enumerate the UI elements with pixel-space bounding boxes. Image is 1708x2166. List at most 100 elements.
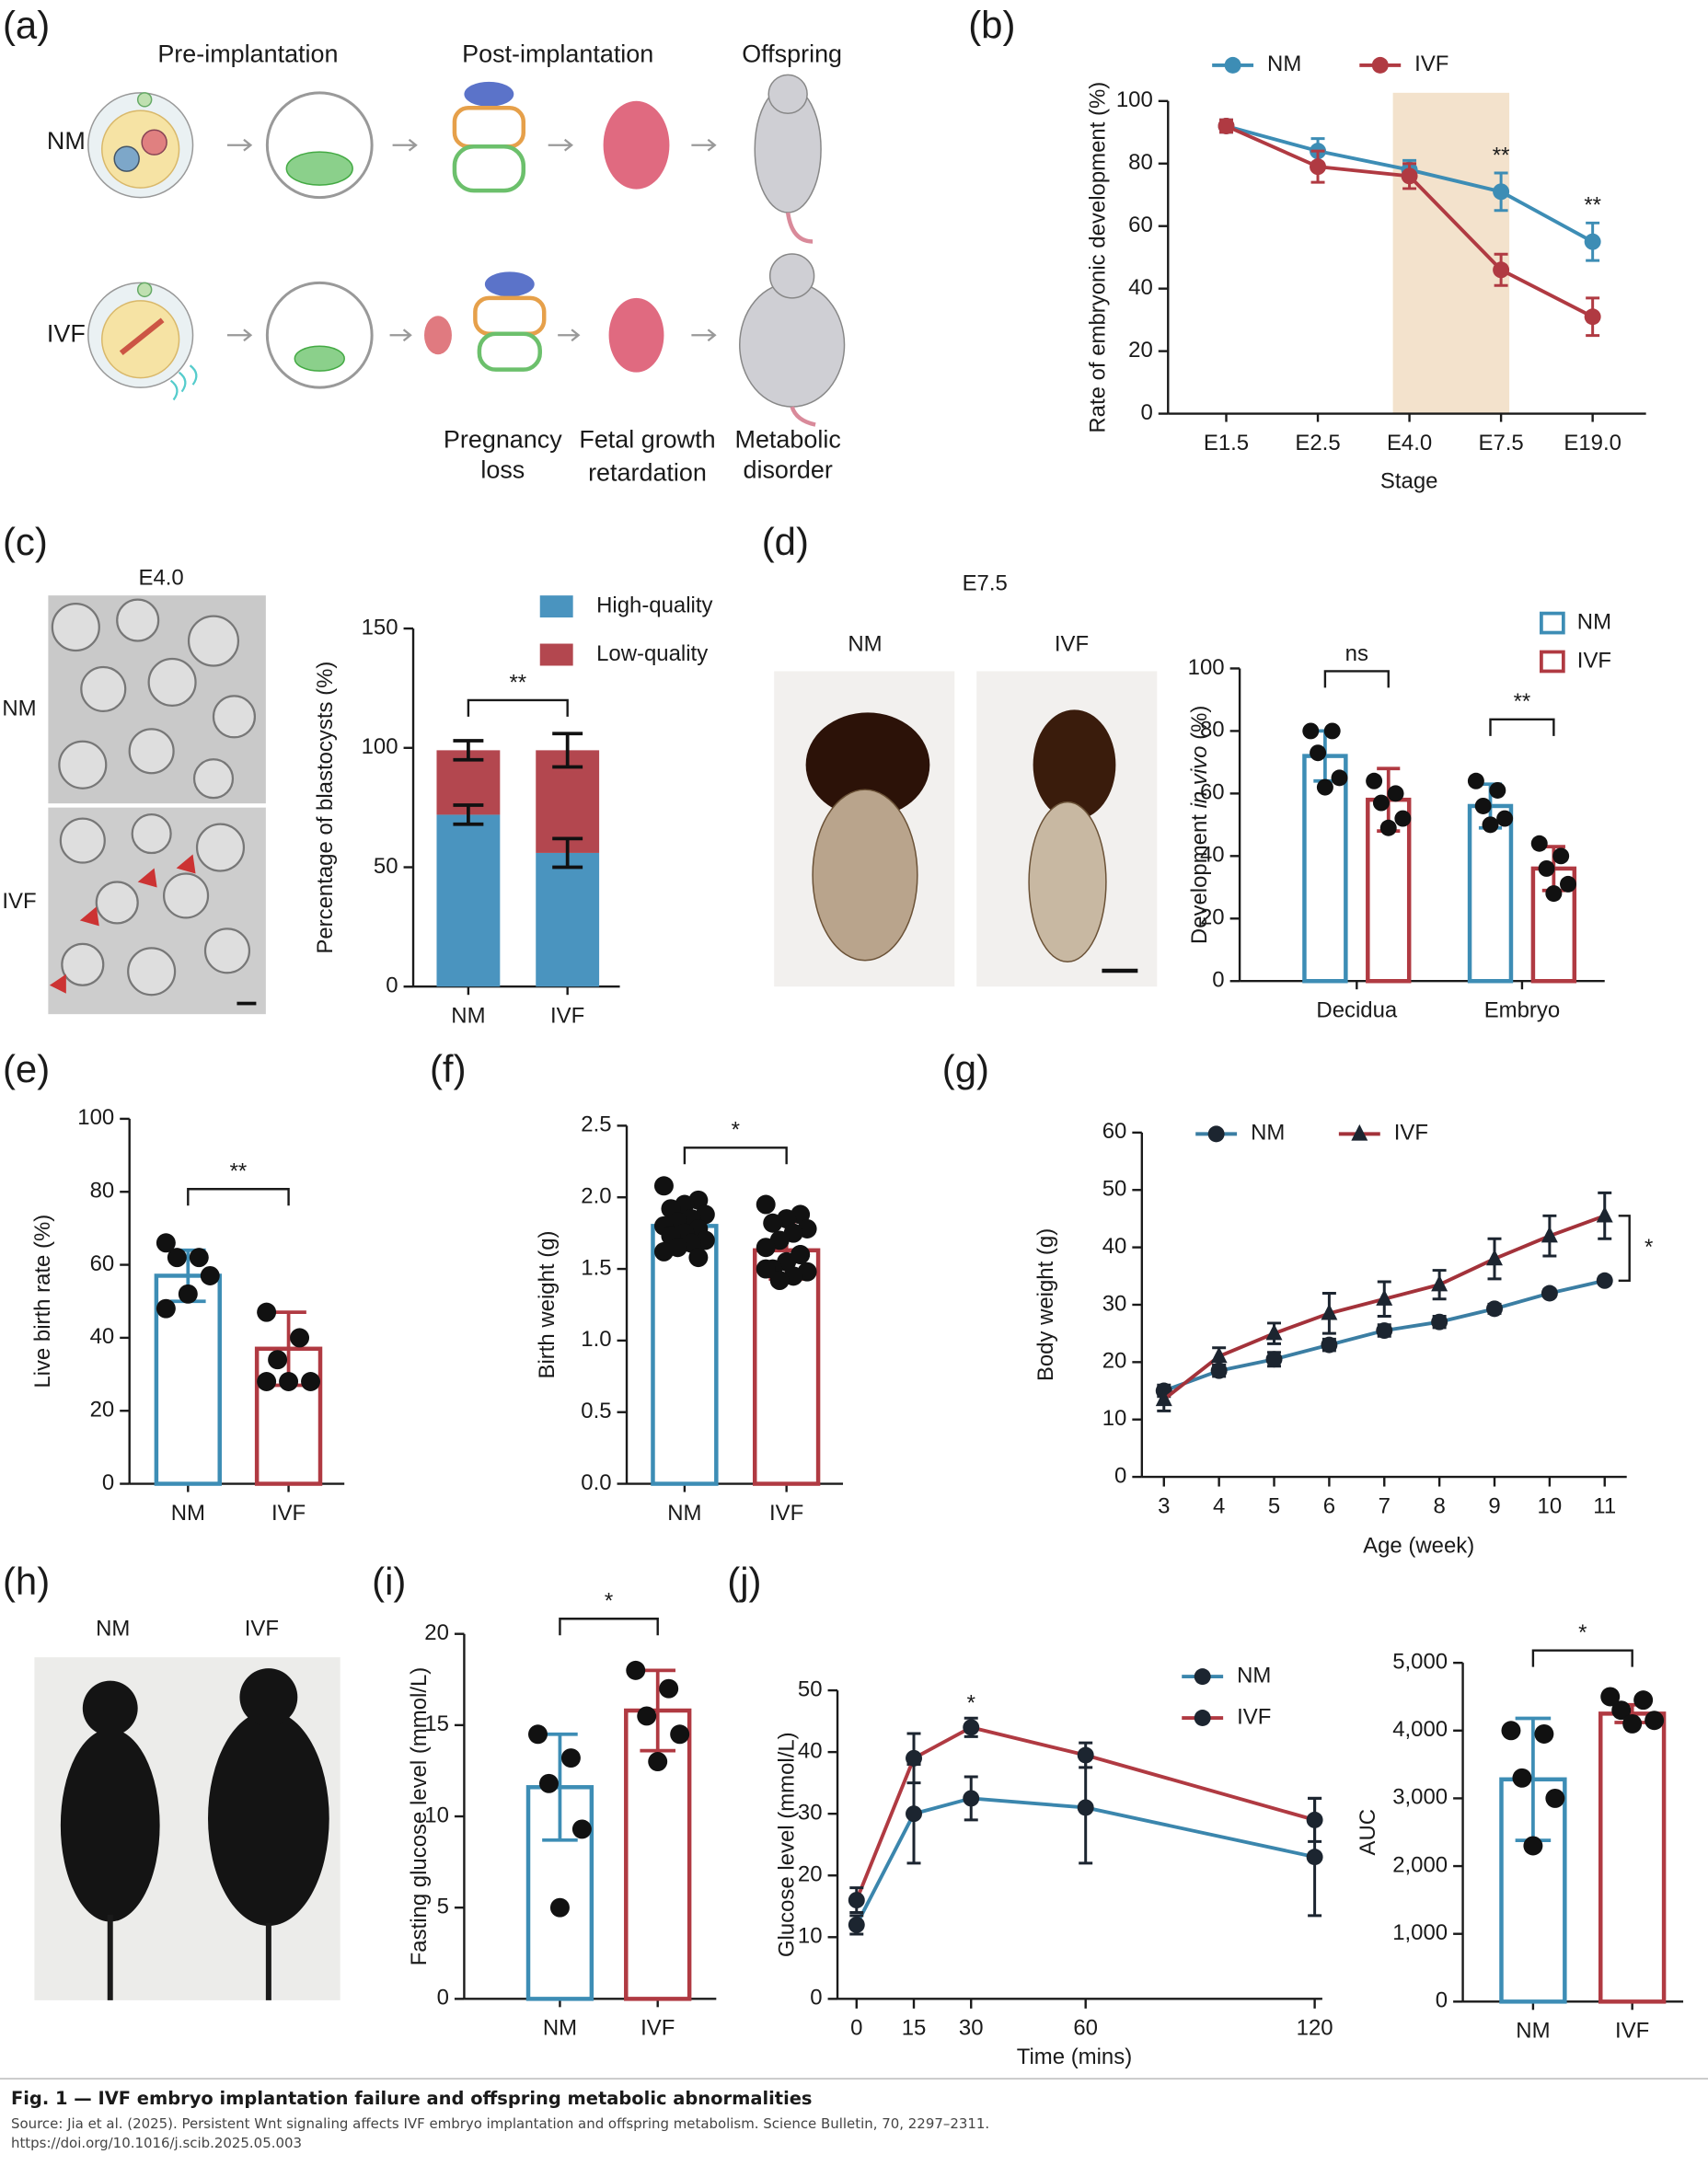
marker xyxy=(1376,1289,1393,1306)
data-point xyxy=(1310,744,1327,762)
y-tick-label: 10 xyxy=(1102,1406,1127,1431)
y-tick-label: 80 xyxy=(90,1179,115,1204)
outcome-label: Fetal growth xyxy=(579,426,715,454)
data-point xyxy=(756,1194,776,1215)
panel-label: (g) xyxy=(942,1047,989,1090)
legend-label: High-quality xyxy=(596,593,712,617)
y-tick-label: 0 xyxy=(1212,968,1224,993)
y-tick-label: 5 xyxy=(437,1895,449,1919)
y-tick-label: 40 xyxy=(1200,843,1225,868)
significance-label: ** xyxy=(509,670,526,695)
y-tick-label: 3,000 xyxy=(1392,1785,1448,1810)
data-point xyxy=(1496,810,1514,827)
data-point xyxy=(1633,1690,1654,1711)
y-tick-label: 5,000 xyxy=(1392,1649,1448,1674)
x-tick-label: E2.5 xyxy=(1295,431,1340,455)
blastocyst xyxy=(265,281,374,389)
data-point xyxy=(1538,859,1555,877)
data-point xyxy=(1512,1768,1532,1788)
data-point xyxy=(1366,772,1383,789)
panel-labels: (a) (b) (c) (d) (e) (f) (g) (h) (i) (j) xyxy=(3,4,1015,1603)
x-tick-label: 5 xyxy=(1268,1493,1280,1518)
y-tick-label: 100 xyxy=(1116,87,1153,112)
y-axis-label: Development in vivo (%) xyxy=(1188,706,1213,944)
data-point xyxy=(763,1213,783,1233)
marker xyxy=(1596,1205,1613,1223)
y-tick-label: 60 xyxy=(1102,1119,1127,1144)
y-axis-label: Birth weight (g) xyxy=(535,1230,560,1378)
significance-label: ** xyxy=(1514,689,1531,714)
data-point xyxy=(626,1660,646,1680)
x-tick-label: 10 xyxy=(1538,1493,1563,1518)
y-tick-label: 0 xyxy=(1436,1988,1448,2013)
data-point xyxy=(1302,722,1320,740)
data-point xyxy=(1474,797,1492,814)
x-tick-label: IVF xyxy=(640,2016,675,2041)
data-point xyxy=(637,1706,657,1726)
decidua-tissue xyxy=(805,712,930,818)
marker xyxy=(1207,1125,1225,1143)
polar-body xyxy=(136,92,153,108)
x-tick-label: NM xyxy=(1516,2019,1550,2044)
data-point xyxy=(200,1265,220,1285)
shaded-stage xyxy=(1392,92,1510,414)
data-point xyxy=(769,1271,790,1290)
annotation: ** xyxy=(1493,143,1510,167)
stage-label: Pre-implantation xyxy=(157,40,338,68)
error-bar xyxy=(453,803,484,826)
photo-column-label: NM xyxy=(96,1617,130,1642)
photo-row-label: NM xyxy=(2,697,36,721)
x-tick-label: 15 xyxy=(902,2016,927,2041)
x-tick-label: 8 xyxy=(1433,1493,1445,1518)
x-tick-label: NM xyxy=(171,1501,205,1526)
y-tick-label: 0 xyxy=(1140,400,1152,425)
data-point xyxy=(560,1748,581,1769)
embryo xyxy=(812,789,918,962)
y-tick-label: 2.5 xyxy=(581,1112,611,1137)
data-point xyxy=(301,1372,320,1391)
x-tick-label: IVF xyxy=(271,1501,306,1526)
data-point xyxy=(156,1233,176,1253)
scale-bar xyxy=(237,1001,257,1006)
cytoplasm xyxy=(101,109,180,189)
legend-label: NM xyxy=(1251,1121,1285,1146)
outcome-label: Pregnancy xyxy=(444,426,562,454)
legend-label: IVF xyxy=(1577,648,1611,673)
data-point xyxy=(1534,1723,1554,1744)
y-tick-label: 40 xyxy=(798,1738,823,1763)
mouse-tail xyxy=(790,406,816,427)
photo-row-label: IVF xyxy=(2,889,36,914)
marker xyxy=(1376,1322,1393,1340)
marker xyxy=(1486,1300,1503,1318)
x-axis-label: Age (week) xyxy=(1363,1534,1474,1559)
legend-label: NM xyxy=(1267,52,1301,76)
legend-label: IVF xyxy=(1237,1704,1271,1729)
annotation: * xyxy=(967,1691,975,1716)
x-tick-label: 4 xyxy=(1213,1493,1225,1518)
caption-source: Source: Jia et al. (2025). Persistent Wn… xyxy=(11,2115,989,2132)
mouse xyxy=(208,1711,329,1927)
y-tick-label: 60 xyxy=(1128,213,1153,237)
x-tick-label: 3 xyxy=(1158,1493,1170,1518)
data-point xyxy=(257,1302,277,1322)
significance-label: * xyxy=(605,1589,613,1614)
y-tick-label: 50 xyxy=(1102,1177,1127,1202)
marker xyxy=(1541,1285,1558,1302)
photo-column-label: IVF xyxy=(245,1617,279,1642)
legend-label: Low-quality xyxy=(596,641,708,666)
x-axis-label: Time (mins) xyxy=(1017,2045,1132,2069)
marker xyxy=(1596,1272,1613,1289)
mouse-tail xyxy=(785,212,814,244)
egg-cylinder xyxy=(477,331,542,372)
embryo xyxy=(603,100,670,190)
data-point xyxy=(1552,847,1570,865)
bar-segment xyxy=(536,852,600,987)
data-point xyxy=(791,1245,811,1264)
marker xyxy=(1486,1249,1503,1266)
panel-label: (b) xyxy=(968,4,1015,47)
y-tick-label: 20 xyxy=(1128,338,1153,363)
y-tick-label: 80 xyxy=(1200,718,1225,743)
marker xyxy=(1584,308,1601,326)
marker xyxy=(1224,56,1241,74)
